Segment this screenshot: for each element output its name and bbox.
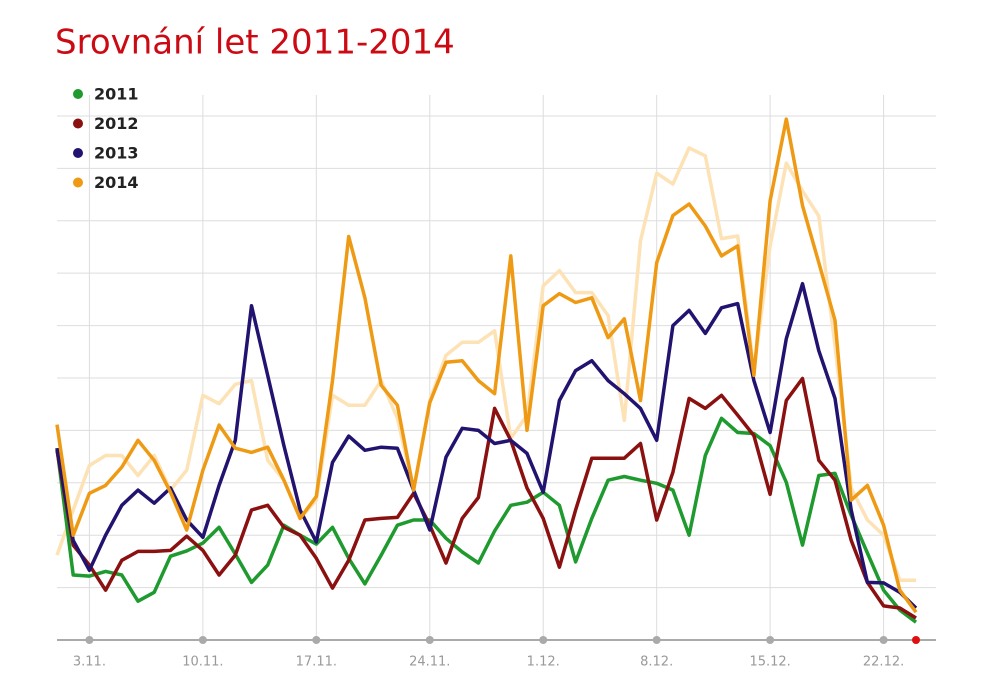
chart-title: Srovnání let 2011-2014 bbox=[55, 23, 455, 63]
series-line bbox=[55, 281, 918, 610]
x-tick-label: 15.12. bbox=[749, 655, 790, 670]
x-tick-label: 8.12. bbox=[640, 655, 673, 670]
series-line bbox=[55, 117, 918, 614]
x-tick-dot bbox=[766, 636, 775, 644]
series-line bbox=[55, 376, 917, 620]
legend-label: 2013 bbox=[94, 144, 139, 163]
x-tick-label: 17.11. bbox=[296, 655, 337, 670]
x-tick-label: 1.12. bbox=[527, 655, 560, 670]
x-tick-label: 22.12. bbox=[863, 655, 904, 670]
x-tick-dot bbox=[85, 636, 94, 644]
legend-label: 2014 bbox=[94, 173, 139, 192]
x-tick-dot bbox=[539, 636, 548, 644]
x-tick-label: 3.11. bbox=[73, 655, 106, 670]
x-tick-dot bbox=[312, 636, 321, 644]
x-tick-label: 24.11. bbox=[409, 655, 450, 670]
legend-dot bbox=[73, 118, 83, 129]
legend-dot bbox=[73, 148, 83, 158]
series-line bbox=[55, 416, 918, 624]
x-tick-dot bbox=[879, 636, 888, 644]
series-line bbox=[55, 146, 916, 583]
legend-dot bbox=[73, 89, 83, 99]
legend-dot bbox=[73, 177, 83, 188]
legend-label: 2012 bbox=[94, 114, 139, 133]
x-tick-dot bbox=[652, 636, 661, 644]
x-tick-label: 10.11. bbox=[182, 655, 223, 670]
legend-label: 2011 bbox=[94, 85, 139, 104]
x-tick-dot bbox=[425, 636, 434, 644]
x-tick-dot bbox=[198, 636, 207, 644]
today-dot bbox=[912, 636, 920, 644]
